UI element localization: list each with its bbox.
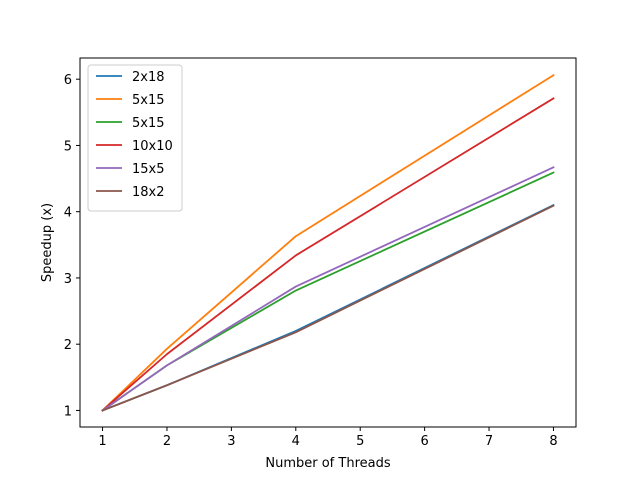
legend-label-0: 2x18 bbox=[132, 70, 165, 85]
legend-label-3: 10x10 bbox=[132, 139, 173, 154]
y-tick-label: 4 bbox=[64, 206, 72, 221]
y-axis-ticks: 1 2 3 4 5 6 bbox=[64, 73, 80, 419]
x-tick-label: 3 bbox=[227, 434, 235, 449]
series-line-1 bbox=[101, 73, 555, 412]
legend-label-4: 15x5 bbox=[132, 162, 165, 177]
x-tick-label: 6 bbox=[420, 434, 428, 449]
legend-label-5: 18x2 bbox=[132, 185, 165, 200]
x-axis-ticks: 1 2 3 4 5 6 7 8 bbox=[98, 427, 558, 449]
series-line-4 bbox=[101, 166, 555, 412]
y-axis-label: Speedup (x) bbox=[40, 203, 55, 282]
x-tick-label: 8 bbox=[549, 434, 557, 449]
plot-frame bbox=[79, 57, 577, 428]
y-tick-label: 2 bbox=[64, 338, 72, 353]
legend: 2x18 5x15 5x15 10x10 15x5 18x2 bbox=[87, 64, 183, 212]
y-tick-label: 5 bbox=[64, 139, 72, 154]
x-tick-label: 2 bbox=[163, 434, 171, 449]
y-tick-label: 6 bbox=[64, 73, 72, 88]
legend-label-2: 5x15 bbox=[132, 116, 165, 131]
x-tick-label: 4 bbox=[292, 434, 300, 449]
x-tick-label: 7 bbox=[485, 434, 493, 449]
plot-lines bbox=[101, 73, 555, 412]
x-axis-label: Number of Threads bbox=[265, 456, 390, 471]
series-line-3 bbox=[101, 97, 555, 412]
legend-box bbox=[87, 64, 183, 212]
series-line-5 bbox=[101, 204, 555, 412]
y-tick-label: 3 bbox=[64, 272, 72, 287]
x-tick-label: 5 bbox=[356, 434, 364, 449]
y-tick-label: 1 bbox=[64, 404, 72, 419]
legend-label-1: 5x15 bbox=[132, 93, 165, 108]
x-tick-label: 1 bbox=[98, 434, 106, 449]
